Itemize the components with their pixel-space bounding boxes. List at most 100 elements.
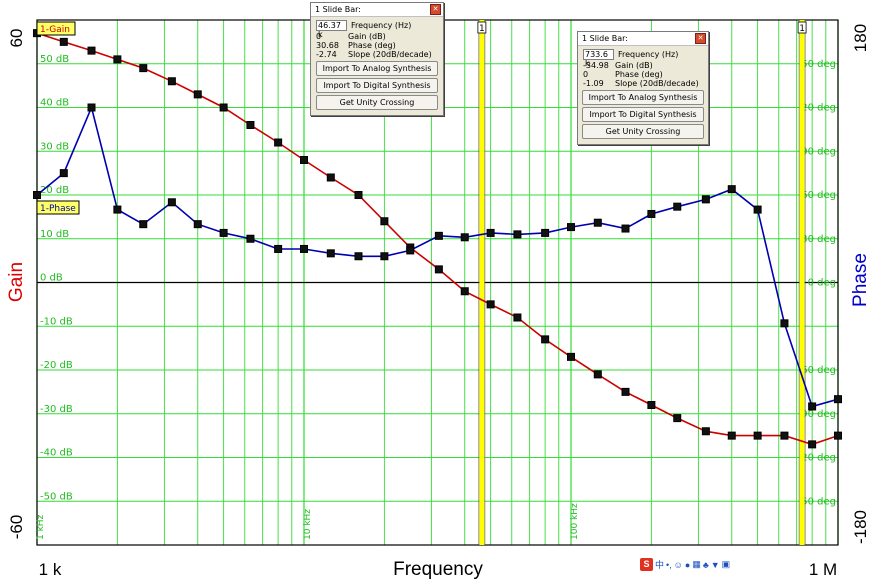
cursor2-gain-value: -34.98: [583, 61, 609, 70]
cursor1-phase-value: 30.68: [316, 41, 339, 50]
phase-legend-tag[interactable]: 1-Phase: [36, 200, 80, 215]
ime-chinese-mode-icon[interactable]: 中: [655, 560, 665, 570]
phase-tick-label: 0 deg: [808, 278, 836, 289]
gain-legend-tag[interactable]: 1-Gain: [36, 21, 76, 36]
import-analog-button[interactable]: Import To Analog Synthesis: [582, 90, 704, 105]
ime-skin-icon[interactable]: ♣: [702, 559, 709, 570]
gain-tick-label: -20 dB: [40, 360, 73, 371]
data-point: [486, 228, 495, 237]
data-point: [326, 173, 335, 182]
decade-label: 10 kHz: [303, 509, 313, 540]
close-icon[interactable]: ✕: [695, 33, 706, 44]
cursor2-phase-value: 0: [583, 70, 589, 79]
y-left-min: -60: [7, 515, 26, 540]
data-point: [113, 205, 122, 214]
data-point: [167, 198, 176, 207]
close-icon[interactable]: ✕: [430, 4, 441, 15]
ime-logo-icon[interactable]: S: [640, 558, 653, 571]
data-point: [780, 319, 789, 328]
import-analog-button[interactable]: Import To Analog Synthesis: [316, 61, 438, 76]
data-point: [59, 169, 68, 178]
gain-axis-title: Gain: [6, 262, 27, 302]
data-point: [87, 46, 96, 55]
data-point: [139, 220, 148, 229]
data-point: [727, 185, 736, 194]
phase-tick-label: 50 deg: [801, 496, 836, 507]
data-point: [193, 90, 202, 99]
cursor1-freq-input[interactable]: 46.37 k: [316, 20, 347, 39]
data-point: [354, 191, 363, 199]
ime-emoji-icon[interactable]: ☺: [673, 559, 683, 570]
data-point: [113, 55, 122, 64]
x-axis-title: Frequency: [393, 559, 483, 580]
data-point: [753, 431, 762, 440]
ime-voice-icon[interactable]: ●: [684, 559, 691, 570]
data-point: [701, 427, 710, 436]
data-point: [219, 103, 228, 112]
data-point: [274, 244, 283, 253]
get-unity-crossing-button[interactable]: Get Unity Crossing: [582, 124, 704, 139]
data-point: [647, 209, 656, 218]
decade-labels: 1 kHz 10 kHz 100 kHz: [36, 503, 580, 540]
cursor1-freq-label: Frequency (Hz): [351, 21, 412, 30]
x-min-label: 1 k: [39, 560, 62, 579]
data-point: [434, 265, 443, 274]
data-point: [460, 233, 469, 242]
ime-keyboard-icon[interactable]: ▦: [692, 559, 701, 569]
get-unity-crossing-button[interactable]: Get Unity Crossing: [316, 95, 438, 110]
cursor1-title-bar[interactable]: 1 Slide Bar: ✕: [311, 3, 443, 17]
data-point: [246, 121, 255, 129]
phase-tick-label: 20 deg: [801, 453, 836, 464]
cursor2-freq-input[interactable]: 733.6 k: [583, 49, 614, 68]
cursor2-slope-label: Slope (20dB/decade): [615, 79, 699, 88]
data-point: [567, 352, 575, 361]
data-point: [406, 246, 415, 255]
gain-legend-label: 1-Gain: [40, 25, 70, 35]
import-digital-button[interactable]: Import To Digital Synthesis: [582, 107, 704, 122]
data-point: [326, 249, 335, 258]
cursor2-gain-label: Gain (dB): [615, 61, 653, 70]
gain-tick-label: -50 dB: [40, 491, 73, 502]
cursor1-slope-value: -2.74: [316, 50, 337, 59]
data-point: [647, 401, 656, 409]
y-right-min: -180: [851, 510, 870, 544]
data-point: [513, 230, 522, 239]
phase-tick-label: 90 deg: [801, 409, 836, 420]
data-point: [621, 224, 630, 233]
gain-tick-label: 40 dB: [40, 98, 69, 109]
gain-tick-label: 30 dB: [40, 141, 69, 152]
data-point: [541, 228, 550, 237]
data-point: [193, 220, 202, 229]
data-point: [434, 231, 443, 240]
cursor2-title-bar[interactable]: 1 Slide Bar: ✕: [578, 32, 708, 46]
y-right-max: 180: [851, 24, 870, 52]
ime-punctuation-icon[interactable]: •,: [666, 559, 672, 570]
gain-tick-label: -30 dB: [40, 404, 73, 415]
phase-tick-label: 20 deg: [801, 103, 836, 114]
cursor2-title: 1 Slide Bar:: [582, 34, 628, 43]
data-point: [727, 431, 736, 440]
cursor2-popup[interactable]: 1 Slide Bar: ✕ 733.6 k Frequency (Hz) -3…: [577, 31, 709, 145]
data-point: [139, 64, 148, 73]
data-point: [673, 202, 682, 211]
data-point: [486, 300, 495, 309]
gain-tick-label: -10 dB: [40, 316, 73, 327]
cursor-label: 1: [479, 24, 485, 34]
data-point: [513, 313, 522, 322]
data-point: [673, 414, 682, 423]
data-point: [300, 156, 308, 164]
phase-axis-title: Phase: [850, 253, 871, 307]
gain-tick-label: 20 dB: [40, 185, 69, 196]
ime-toolbox-icon[interactable]: ▣: [721, 559, 731, 569]
gain-tick-label: -40 dB: [40, 448, 73, 459]
data-point: [621, 387, 630, 396]
phase-tick-label: 60 deg: [801, 190, 836, 201]
ime-shirt-icon[interactable]: ▼: [710, 559, 720, 570]
data-point: [593, 370, 602, 379]
data-point: [834, 431, 842, 440]
data-point: [541, 335, 550, 344]
cursor1-popup[interactable]: 1 Slide Bar: ✕ 46.37 k Frequency (Hz) 0 G…: [310, 2, 444, 116]
import-digital-button[interactable]: Import To Digital Synthesis: [316, 78, 438, 93]
